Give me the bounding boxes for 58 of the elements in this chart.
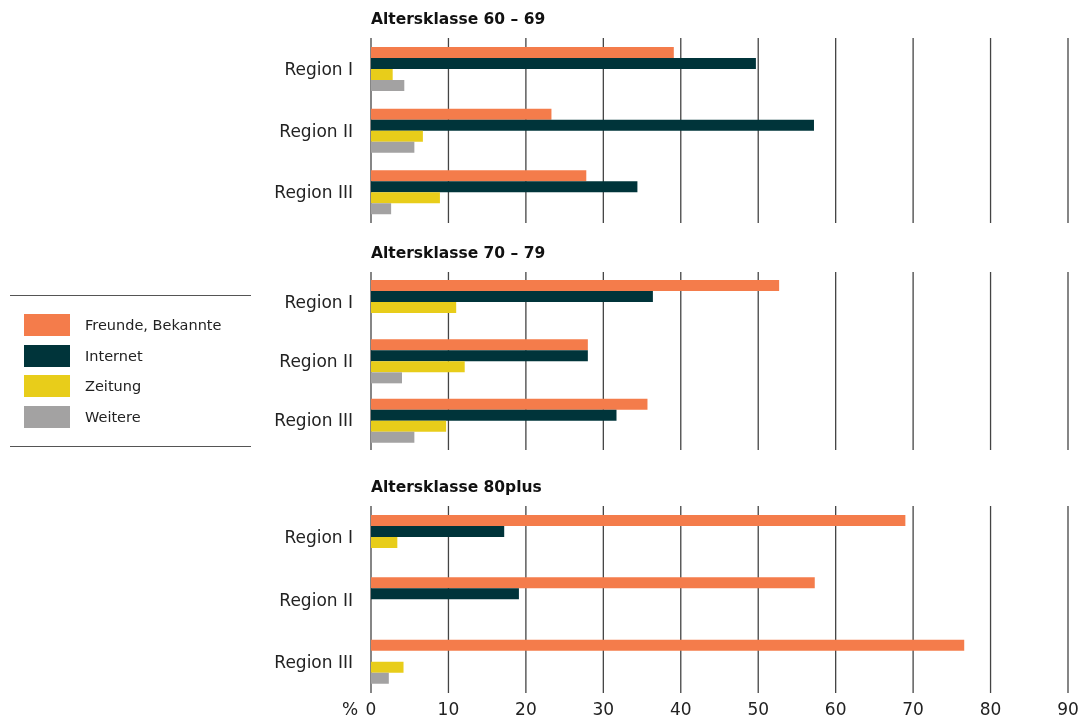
bar (371, 119, 814, 131)
bar (371, 291, 653, 302)
bar (371, 69, 393, 80)
bar (371, 170, 587, 182)
bar (371, 80, 405, 91)
y-tick-label: Region II (279, 589, 353, 610)
x-tick-label: 10 (437, 699, 460, 720)
legend-label: Freunde, Bekannte (85, 317, 222, 334)
legend-label: Internet (85, 347, 143, 364)
y-tick-label: Region II (279, 120, 353, 141)
bar (371, 372, 402, 384)
bar (371, 130, 423, 142)
bar (371, 47, 674, 58)
bar (371, 203, 392, 215)
bar (371, 431, 415, 443)
bar (371, 361, 465, 373)
x-tick-label: 90 (1057, 699, 1079, 720)
x-tick-label: 40 (669, 699, 692, 720)
x-axis-title: % (342, 699, 359, 719)
legend-label: Zeitung (85, 378, 142, 395)
x-tick-label: 50 (747, 699, 770, 720)
bar (371, 639, 965, 651)
x-tick-label: 20 (515, 699, 537, 720)
bar (371, 339, 588, 351)
bar (371, 192, 440, 204)
chart-title: Altersklasse 80plus (371, 478, 543, 498)
bar (371, 181, 638, 193)
y-tick-label: Region I (284, 527, 353, 548)
bar (371, 420, 447, 432)
bar (371, 302, 457, 313)
y-tick-label: Region I (284, 58, 353, 79)
bar (371, 515, 906, 526)
bar (371, 108, 552, 120)
bar (371, 672, 389, 684)
x-tick-label: 0 (365, 699, 377, 720)
x-tick-label: 70 (902, 699, 924, 720)
x-tick-label: 30 (592, 699, 615, 720)
y-tick-label: Region III (274, 182, 353, 203)
chart-title: Altersklasse 60 – 69 (371, 10, 547, 30)
chart-title: Altersklasse 70 – 79 (371, 244, 547, 264)
bar (371, 398, 648, 410)
bar (371, 661, 404, 673)
bar (371, 280, 780, 291)
bar (371, 537, 398, 548)
x-tick-label: 60 (824, 699, 847, 720)
x-tick-label: 80 (979, 699, 1002, 720)
bar (371, 588, 519, 600)
y-tick-label: Region III (274, 410, 353, 431)
bar (371, 141, 415, 153)
bar (371, 58, 756, 69)
bar (371, 526, 505, 537)
legend-label: Weitere (85, 408, 141, 425)
bar (371, 577, 815, 589)
y-tick-label: Region I (284, 291, 353, 312)
y-tick-label: Region III (274, 651, 353, 672)
y-tick-label: Region II (279, 351, 353, 372)
bar (371, 409, 617, 421)
bar (371, 350, 588, 362)
